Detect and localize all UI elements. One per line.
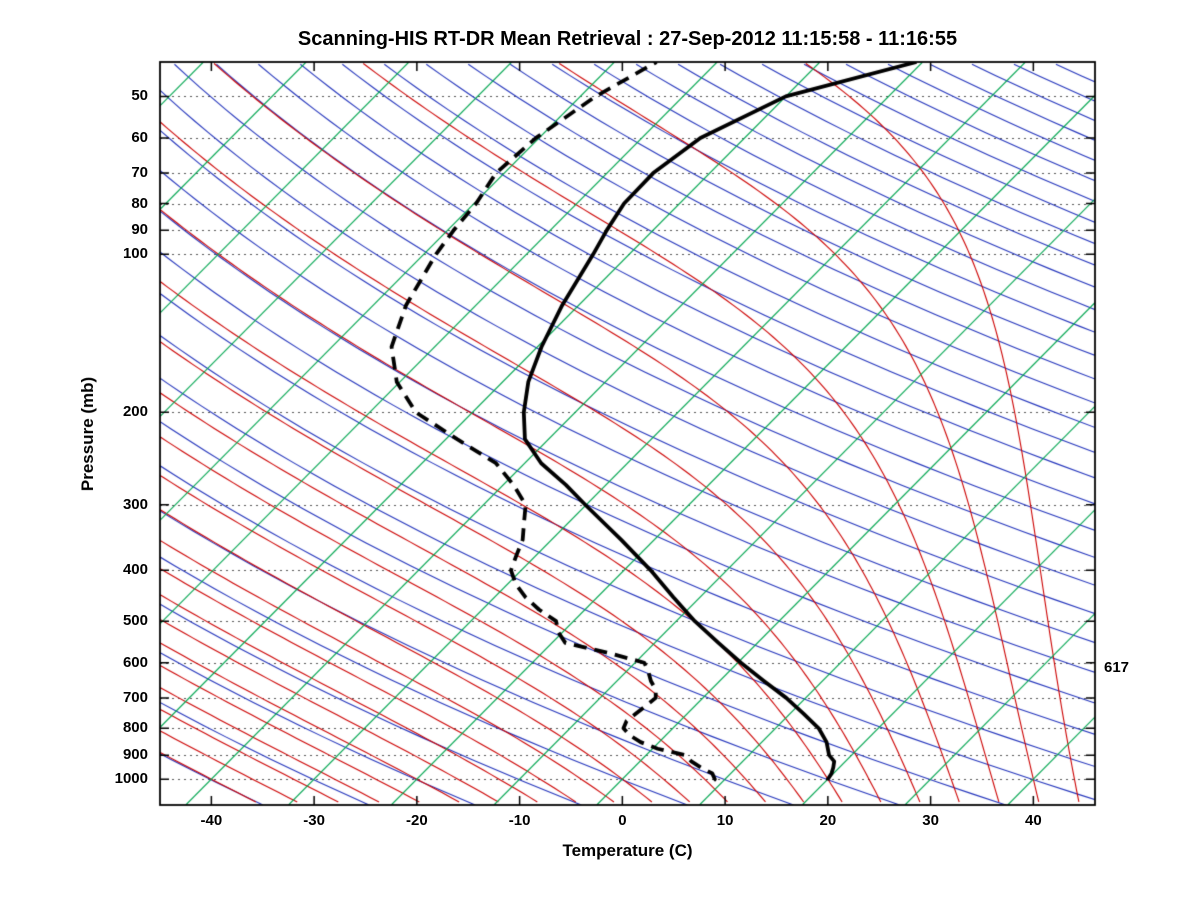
y-tick-label: 700	[122, 688, 148, 706]
x-tick-label: -30	[303, 812, 325, 829]
x-tick-label: 20	[819, 812, 837, 829]
y-tick-label: 90	[131, 221, 148, 239]
x-axis-label: Temperature (C)	[562, 841, 693, 860]
y-tick-label: 80	[131, 194, 148, 212]
y-tick-label: 50	[131, 87, 148, 105]
chart-title: Scanning-HIS RT-DR Mean Retrieval : 27-S…	[297, 28, 958, 50]
y-tick-label: 500	[122, 612, 148, 630]
y-axis-label: Pressure (mb)	[78, 376, 97, 492]
y-tick-label: 400	[122, 561, 148, 579]
right-annotation: 617	[1104, 659, 1130, 676]
y-tick-label: 800	[122, 719, 148, 737]
y-tick-label: 600	[122, 653, 148, 671]
x-tick-label: 0	[618, 812, 627, 829]
y-tick-label: 70	[131, 164, 148, 182]
y-tick-label: 300	[122, 495, 148, 513]
y-tick-label: 1000	[114, 770, 148, 788]
x-tick-label: 10	[716, 812, 734, 829]
x-tick-label: -10	[508, 812, 531, 829]
y-tick-label: 100	[122, 245, 148, 263]
x-tick-label: 30	[922, 812, 939, 829]
y-tick-label: 60	[131, 128, 148, 146]
x-tick-label: -20	[406, 812, 428, 829]
y-tick-label: 200	[122, 403, 148, 421]
y-tick-label: 900	[122, 746, 148, 764]
x-tick-label: -40	[200, 812, 223, 829]
x-tick-label: 40	[1025, 812, 1042, 829]
